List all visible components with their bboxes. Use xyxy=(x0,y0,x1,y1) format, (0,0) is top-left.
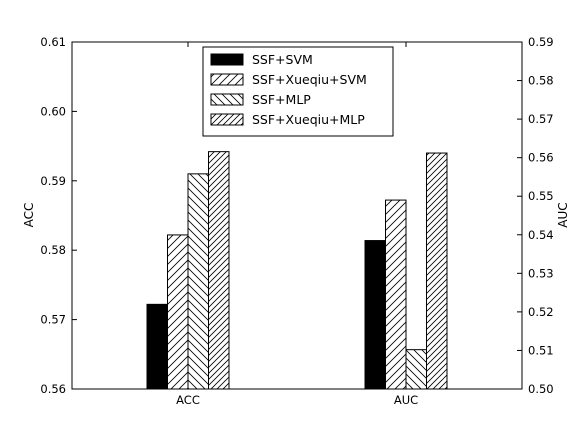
left-tick-label: 0.60 xyxy=(40,104,66,118)
plot-frame xyxy=(71,41,523,390)
right-tick-label: 0.59 xyxy=(528,35,554,49)
right-tick-label: 0.50 xyxy=(528,382,554,396)
right-tick-label: 0.55 xyxy=(528,189,554,203)
right-tick-label: 0.51 xyxy=(528,343,554,357)
legend-label: SSF+SVM xyxy=(252,52,313,67)
legend-swatch xyxy=(210,53,244,66)
right-tick-label: 0.53 xyxy=(528,266,554,280)
x-axis: ACC AUC xyxy=(176,42,418,407)
right-tick-label: 0.54 xyxy=(528,228,554,242)
bar-ssf-xueqiu-svm-acc xyxy=(167,234,189,390)
x-tick-label: ACC xyxy=(176,393,200,407)
bar-ssf-mlp-acc xyxy=(187,173,209,390)
legend-label: SSF+MLP xyxy=(252,92,311,107)
right-axis-label: AUC xyxy=(556,202,570,227)
bar-ssf-xueqiu-mlp-auc xyxy=(426,152,448,390)
legend-swatch xyxy=(210,113,244,126)
bar-ssf-mlp-auc xyxy=(405,349,427,390)
legend-label: SSF+Xueqiu+SVM xyxy=(252,72,367,87)
right-tick-label: 0.52 xyxy=(528,305,554,319)
right-tick-label: 0.57 xyxy=(528,112,554,126)
left-tick-label: 0.61 xyxy=(40,35,66,49)
bar-ssf-xueqiu-mlp-acc xyxy=(208,151,230,390)
legend-swatch xyxy=(210,73,244,86)
left-tick-label: 0.59 xyxy=(40,174,66,188)
left-axis-label: ACC xyxy=(22,203,36,228)
right-tick-label: 0.56 xyxy=(528,151,554,165)
bar-ssf-svm-acc xyxy=(146,303,168,390)
left-tick-label: 0.58 xyxy=(40,243,66,257)
bar-ssf-svm-auc xyxy=(364,240,386,390)
legend-label: SSF+Xueqiu+MLP xyxy=(252,112,365,127)
right-axis: 0.50 0.51 0.52 0.53 0.54 0.55 0.56 0.57 0.58 0.59 xyxy=(517,35,554,396)
legend-swatch xyxy=(210,93,244,106)
left-axis: 0.56 0.57 0.58 0.59 0.60 0.61 xyxy=(40,35,77,396)
bars-group xyxy=(146,151,448,390)
bar-ssf-xueqiu-svm-auc xyxy=(385,199,407,390)
left-tick-label: 0.57 xyxy=(40,313,66,327)
right-tick-label: 0.58 xyxy=(528,74,554,88)
legend: SSF+SVM SSF+Xueqiu+SVM SSF+MLP SSF+Xueqiu+M… xyxy=(202,46,394,137)
x-tick-label: AUC xyxy=(394,393,418,407)
left-tick-label: 0.56 xyxy=(40,382,66,396)
